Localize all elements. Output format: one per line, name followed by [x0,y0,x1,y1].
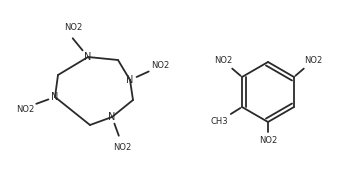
Text: NO2: NO2 [64,23,82,31]
Text: NO2: NO2 [304,56,322,65]
Text: N: N [126,75,134,85]
Text: NO2: NO2 [16,104,34,114]
Text: NO2: NO2 [151,62,169,70]
Text: N: N [51,92,59,102]
Text: NO2: NO2 [214,56,232,65]
Text: NO2: NO2 [113,143,131,151]
Text: N: N [84,52,92,62]
Text: CH3: CH3 [211,116,228,126]
Text: NO2: NO2 [259,136,277,145]
Text: N: N [108,112,116,122]
